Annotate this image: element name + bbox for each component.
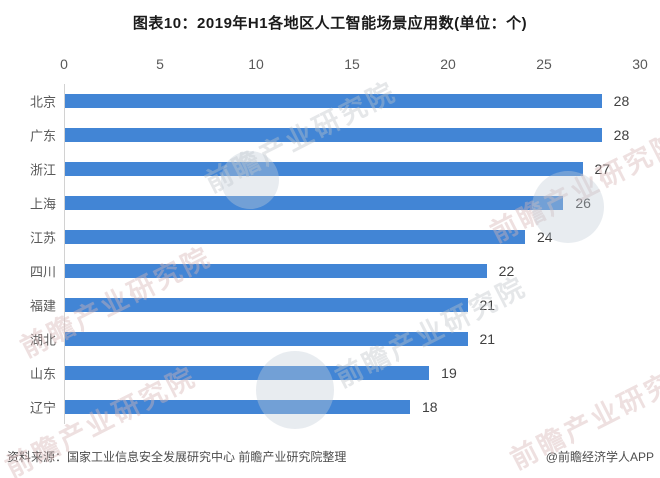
- category-label: 福建: [29, 298, 56, 314]
- category-label: 北京: [29, 94, 56, 110]
- bar-row: 北京 28: [30, 84, 640, 118]
- bar: [65, 230, 525, 244]
- category-label: 浙江: [29, 162, 56, 178]
- value-label: 26: [575, 195, 591, 211]
- x-axis: 0 5 10 15 20 25 30: [60, 56, 648, 78]
- category-label: 山东: [29, 366, 56, 382]
- value-label: 21: [479, 297, 496, 313]
- plot-area: 0 5 10 15 20 25 30 北京 28 广东 28 浙江 27 上海 26 江苏 24 四川 22 福建 2…: [30, 56, 648, 424]
- category-label: 辽宁: [29, 400, 56, 416]
- value-label: 22: [498, 263, 515, 279]
- bar: [65, 332, 468, 346]
- axis-tick: 30: [632, 56, 648, 72]
- category-label: 上海: [29, 196, 56, 212]
- bar-row: 江苏 24: [30, 220, 640, 254]
- bar-row: 山东 19: [30, 356, 640, 390]
- bar-row: 浙江 27: [30, 152, 640, 186]
- value-label: 18: [422, 399, 438, 415]
- axis-tick: 0: [60, 56, 68, 72]
- bar: [65, 128, 602, 142]
- source-note: 资料来源：国家工业信息安全发展研究中心 前瞻产业研究院整理: [7, 450, 347, 464]
- bar-row: 福建 21: [30, 288, 640, 322]
- bar-row: 四川 22: [30, 254, 640, 288]
- credit-note: @前瞻经济学人APP: [545, 450, 654, 464]
- value-label: 19: [441, 365, 457, 381]
- bars-container: 北京 28 广东 28 浙江 27 上海 26 江苏 24 四川 22 福建 21 湖北 21 山东 19 辽宁 18: [30, 84, 640, 424]
- footer: 资料来源：国家工业信息安全发展研究中心 前瞻产业研究院整理 @前瞻经济学人APP: [7, 448, 654, 465]
- bar: [65, 298, 468, 312]
- bar: [65, 400, 410, 414]
- bar-row: 辽宁 18: [30, 390, 640, 424]
- category-label: 四川: [29, 264, 56, 280]
- axis-tick: 10: [248, 56, 264, 72]
- category-label: 广东: [29, 128, 56, 144]
- bar: [65, 162, 583, 176]
- bar: [65, 264, 487, 278]
- bar: [65, 196, 564, 210]
- value-label: 21: [479, 331, 496, 347]
- value-label: 28: [613, 127, 630, 143]
- axis-tick: 25: [536, 56, 552, 72]
- axis-tick: 15: [344, 56, 360, 72]
- chart-title: 图表10：2019年H1各地区人工智能场景应用数(单位：个): [132, 15, 528, 32]
- value-label: 28: [613, 93, 630, 109]
- bar-row: 湖北 21: [30, 322, 640, 356]
- category-label: 湖北: [29, 332, 56, 348]
- value-label: 24: [537, 229, 553, 245]
- axis-tick: 20: [440, 56, 456, 72]
- bar-row: 上海 26: [30, 186, 640, 220]
- value-label: 27: [594, 161, 611, 177]
- bar: [65, 94, 602, 108]
- bar-row: 广东 28: [30, 118, 640, 152]
- bar: [65, 366, 430, 380]
- axis-tick: 5: [156, 56, 164, 72]
- category-label: 江苏: [29, 230, 56, 246]
